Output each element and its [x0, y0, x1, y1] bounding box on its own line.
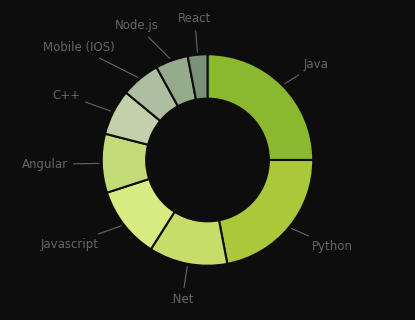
Wedge shape [105, 92, 160, 145]
Text: Python: Python [291, 228, 353, 253]
Text: Angular: Angular [22, 158, 99, 171]
Text: React: React [178, 12, 211, 52]
Text: Java: Java [285, 58, 328, 84]
Text: .Net: .Net [170, 267, 194, 306]
Wedge shape [102, 134, 149, 193]
Wedge shape [126, 67, 178, 121]
Text: C++: C++ [52, 89, 111, 111]
Wedge shape [188, 54, 208, 100]
Wedge shape [107, 179, 175, 249]
Wedge shape [208, 54, 313, 160]
Wedge shape [151, 212, 227, 266]
Text: Mobile (IOS): Mobile (IOS) [43, 41, 138, 77]
Text: Node.js: Node.js [115, 19, 170, 59]
Text: Javascript: Javascript [41, 226, 121, 251]
Wedge shape [219, 160, 313, 264]
Wedge shape [156, 56, 196, 106]
